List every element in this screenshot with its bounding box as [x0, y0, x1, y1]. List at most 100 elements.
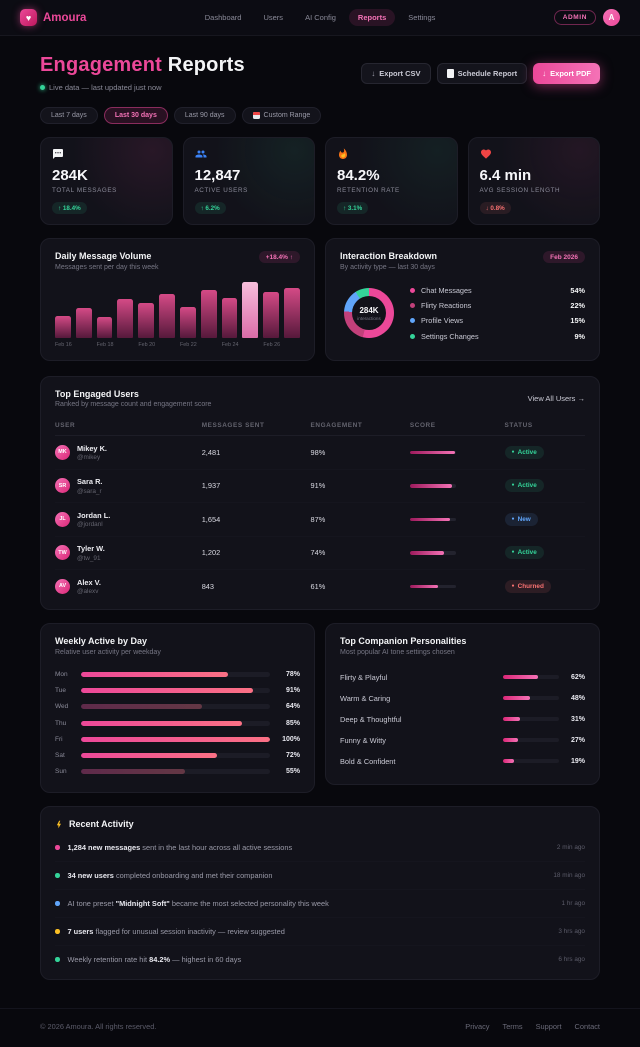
weekday-value: 55% — [285, 768, 300, 776]
activity-dot-icon — [55, 901, 60, 906]
table-row[interactable]: MK Mikey K. @mikey 2,481 98% ● Active — [55, 436, 585, 470]
x-tick-label: Feb 22 — [180, 341, 197, 348]
stat-label: TOTAL MESSAGES — [52, 187, 117, 194]
personality-label: Bold & Confident — [340, 756, 396, 766]
personality-row: Funny & Witty 27% — [340, 730, 585, 751]
personality-row: Flirty & Playful 62% — [340, 667, 585, 688]
chart-title: Top Companion Personalities — [340, 636, 467, 646]
footer-link-support[interactable]: Support — [535, 1021, 562, 1031]
legend-item: Profile Views 15% — [410, 313, 585, 328]
filter-custom-range[interactable]: Custom Range — [241, 107, 322, 124]
donut-chart: 284K interactions — [344, 288, 394, 339]
legend-dot-icon — [410, 287, 415, 293]
volume-bar — [242, 281, 259, 338]
nav-item-settings[interactable]: Settings — [408, 13, 436, 22]
personality-bar-track — [503, 759, 559, 763]
activity-text: 7 users flagged for unusual session inac… — [67, 926, 285, 936]
weekday-value: 91% — [285, 687, 300, 695]
activity-title: Recent Activity — [69, 819, 134, 830]
personality-bar-track — [503, 717, 559, 721]
export-csv-button[interactable]: ↓ Export CSV — [361, 63, 431, 84]
filter-last-90-days[interactable]: Last 90 days — [173, 107, 236, 124]
footer-link-terms[interactable]: Terms — [502, 1021, 523, 1031]
avatar[interactable]: A — [603, 9, 620, 26]
weekday-bar-fill — [81, 753, 218, 759]
score-bar — [409, 484, 456, 488]
footer-link-privacy[interactable]: Privacy — [465, 1021, 490, 1031]
personality-bar-track — [503, 675, 559, 679]
nav-item-dashboard[interactable]: Dashboard — [204, 13, 242, 22]
engagement-cell: 61% — [310, 581, 326, 591]
messages-sent-cell: 1,202 — [201, 548, 221, 558]
weekday-bar-fill — [81, 736, 270, 742]
filter-last-30-days[interactable]: Last 30 days — [103, 107, 168, 124]
stat-value: 6.4 min — [479, 167, 532, 184]
score-bar — [409, 584, 456, 588]
user-names: Mikey K. @mikey — [77, 444, 107, 462]
stat-value: 284K — [52, 167, 88, 184]
stat-card-total-messages: 284K TOTAL MESSAGES ↑ 18.4% — [40, 137, 173, 225]
weekday-bar-track — [81, 753, 270, 759]
weekday-bar-track — [81, 736, 270, 742]
messages-sent-cell: 1,654 — [201, 514, 221, 524]
stat-delta-badge: ↓ 0.8% — [479, 202, 511, 214]
score-bar-fill — [409, 517, 450, 521]
table-row[interactable]: AV Alex V. @alexv 843 61% ● Churned — [55, 570, 585, 597]
activity-text: 1,284 new messages sent in the last hour… — [67, 842, 293, 852]
volume-bar — [117, 299, 134, 338]
nav-item-users[interactable]: Users — [263, 13, 284, 22]
weekday-bars: Mon 78% Tue 91% Wed 64% Thu 85% Fri 100% Sat 72% Sun… — [55, 667, 300, 780]
activity-text: AI tone preset "Midnight Soft" became th… — [67, 898, 329, 908]
weekday-label: Wed — [55, 703, 69, 711]
user-names: Tyler W. @tw_91 — [77, 544, 105, 562]
personality-bar-track — [503, 696, 559, 700]
volume-bar-chart — [55, 281, 300, 338]
engagement-cell: 91% — [310, 481, 326, 491]
view-all-users-link[interactable]: View All Users → — [527, 393, 585, 403]
table-row[interactable]: SR Sara R. @sara_r 1,937 91% ● Active — [55, 470, 585, 503]
column-header: SCORE — [409, 422, 436, 429]
weekday-label: Thu — [55, 719, 67, 727]
stat-label: AVG SESSION LENGTH — [479, 187, 561, 194]
weekday-label: Tue — [55, 687, 66, 695]
weekday-bar-fill — [81, 704, 202, 710]
heart-logo-icon: ♥ — [20, 9, 37, 26]
donut-center: 284K interactions — [352, 296, 386, 331]
admin-badge[interactable]: ADMIN — [553, 10, 596, 25]
live-status: Live data — last updated just now — [40, 83, 245, 92]
brand[interactable]: ♥ Amoura — [20, 9, 86, 26]
chart-title: Weekly Active by Day — [55, 636, 148, 646]
stat-cards: 284K TOTAL MESSAGES ↑ 18.4% 12,847 ACTIVE US… — [40, 137, 600, 225]
footer-link-contact[interactable]: Contact — [574, 1021, 600, 1031]
legend-label: Chat Messages — [421, 285, 472, 295]
activity-timestamp: 6 hrs ago — [558, 955, 585, 963]
x-tick-label: Feb 20 — [138, 341, 156, 348]
footer-links: Privacy Terms Support Contact — [465, 1022, 600, 1031]
table-title: Top Engaged Users — [55, 388, 139, 399]
daily-message-volume-card: Daily Message Volume Messages sent per d… — [40, 238, 315, 361]
activity-timestamp: 18 min ago — [553, 871, 585, 879]
weekday-bar-track — [81, 688, 270, 694]
filter-last-7-days[interactable]: Last 7 days — [40, 107, 98, 124]
stat-card-retention-rate: 84.2% RETENTION RATE ↑ 3.1% — [325, 137, 458, 225]
table-subtitle: Ranked by message count and engagement s… — [55, 401, 212, 408]
table-row[interactable]: JL Jordan L. @jordanl 1,654 87% ● New — [55, 503, 585, 537]
x-tick-label — [118, 342, 133, 348]
weekday-label: Sun — [55, 768, 67, 776]
score-bar — [409, 517, 456, 521]
export-pdf-button[interactable]: ↓ Export PDF — [533, 63, 600, 84]
nav-item-ai-config[interactable]: AI Config — [305, 13, 336, 22]
table-row[interactable]: TW Tyler W. @tw_91 1,202 74% ● Active — [55, 537, 585, 570]
page-title-accent: Engagement — [40, 54, 163, 76]
personality-value: 62% — [570, 673, 585, 681]
x-tick-label — [160, 342, 175, 348]
schedule-report-button[interactable]: Schedule Report — [436, 63, 528, 84]
recent-activity-card: Recent Activity 1,284 new messages sent … — [40, 805, 600, 980]
x-tick-label — [285, 342, 300, 348]
column-header: STATUS — [504, 422, 533, 429]
legend-label: Flirty Reactions — [421, 301, 472, 311]
status-badge: ● Active — [504, 445, 544, 459]
nav-item-reports[interactable]: Reports — [348, 9, 396, 26]
status-badge: ● Active — [504, 479, 544, 493]
score-bar — [409, 450, 456, 454]
